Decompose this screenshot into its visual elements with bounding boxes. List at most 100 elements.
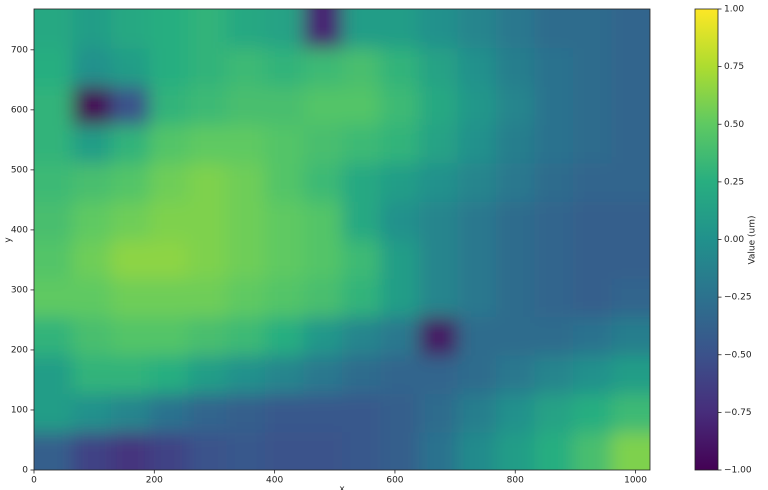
heatmap-cell: [342, 47, 382, 87]
heatmap-cell: [72, 124, 112, 164]
heatmap-cell: [611, 47, 650, 87]
heatmap-cell: [34, 124, 74, 164]
heatmap-cell: [111, 239, 151, 279]
heatmap-cell: [111, 393, 151, 433]
heatmap-cell: [265, 354, 305, 394]
heatmap-cell: [419, 316, 459, 356]
heatmap-cell: [419, 9, 459, 49]
heatmap-cell: [303, 239, 343, 279]
colorbar-tick-label: 1.00: [724, 5, 744, 15]
heatmap-cell: [188, 316, 228, 356]
heatmap-cell: [457, 393, 497, 433]
heatmap-cell: [573, 277, 613, 318]
heatmap-cell: [342, 354, 382, 394]
heatmap-cell: [265, 277, 305, 318]
heatmap-cell: [573, 316, 613, 356]
heatmap-cell: [34, 85, 74, 126]
heatmap-cell: [342, 85, 382, 126]
heatmap-cell: [149, 239, 189, 279]
x-axis-label: x: [339, 485, 345, 490]
colorbar-label: Value (um): [748, 215, 758, 264]
heatmap-cell: [380, 431, 420, 470]
heatmap-cell: [534, 201, 574, 241]
heatmap-cell: [611, 277, 650, 318]
heatmap-cell: [149, 124, 189, 164]
heatmap-cell: [611, 316, 650, 356]
heatmap-cell: [534, 85, 574, 126]
x-tick-label: 600: [386, 476, 403, 486]
heatmap-cell: [380, 162, 420, 202]
colorbar-tick-label: −0.25: [724, 293, 752, 303]
heatmap-cell: [573, 47, 613, 87]
heatmap-cell: [380, 316, 420, 356]
heatmap-cell: [34, 277, 74, 318]
heatmap-cell: [573, 9, 613, 49]
heatmap-cell: [457, 9, 497, 49]
heatmap-cell: [111, 47, 151, 87]
colorbar-tick-label: −1.00: [724, 466, 752, 476]
heatmap-cell: [342, 393, 382, 433]
heatmap-cell: [226, 124, 266, 164]
heatmap-cell: [419, 85, 459, 126]
heatmap-cell: [496, 316, 536, 356]
heatmap-cell: [534, 9, 574, 49]
heatmap-cell: [72, 316, 112, 356]
heatmap-cell: [573, 85, 613, 126]
heatmap-cell: [611, 124, 650, 164]
heatmap-cell: [342, 9, 382, 49]
heatmap-cell: [419, 162, 459, 202]
heatmap-cell: [457, 124, 497, 164]
heatmap-cell: [303, 9, 343, 49]
heatmap-cell: [534, 277, 574, 318]
heatmap-cell: [111, 85, 151, 126]
heatmap-cell: [534, 239, 574, 279]
x-tick-label: 200: [146, 476, 163, 486]
heatmap-cell: [380, 277, 420, 318]
colorbar: [694, 8, 719, 471]
heatmap-cell: [188, 354, 228, 394]
heatmap-cell: [573, 431, 613, 470]
heatmap-cell: [534, 316, 574, 356]
heatmap-cell: [457, 201, 497, 241]
heatmap-cell: [34, 201, 74, 241]
heatmap-cell: [419, 431, 459, 470]
heatmap-cell: [573, 354, 613, 394]
heatmap-cell: [226, 277, 266, 318]
heatmap-cell: [611, 431, 650, 470]
heatmap-cell: [149, 354, 189, 394]
heatmap-cell: [226, 431, 266, 470]
heatmap-cell: [573, 162, 613, 202]
heatmap-cell: [149, 47, 189, 87]
heatmap-cell: [496, 393, 536, 433]
heatmap-cell: [342, 277, 382, 318]
heatmap-cell: [534, 124, 574, 164]
heatmap-cell: [611, 201, 650, 241]
heatmap-cell: [380, 239, 420, 279]
heatmap-cell: [149, 85, 189, 126]
heatmap-cell: [72, 201, 112, 241]
heatmap-cell: [496, 431, 536, 470]
heatmap-cell: [34, 354, 74, 394]
heatmap-cell: [457, 47, 497, 87]
heatmap-cell: [611, 354, 650, 394]
heatmap-cell: [34, 316, 74, 356]
heatmap-cell: [342, 162, 382, 202]
heatmap-cell: [419, 201, 459, 241]
heatmap-cell: [496, 239, 536, 279]
heatmap-cell: [303, 393, 343, 433]
x-tick-label: 0: [31, 476, 37, 486]
y-tick-label: 0: [22, 466, 28, 476]
heatmap-cell: [188, 393, 228, 433]
heatmap-cell: [226, 47, 266, 87]
heatmap-cell: [226, 201, 266, 241]
y-tick-label: 500: [11, 165, 28, 175]
heatmap-cell: [534, 354, 574, 394]
heatmap-cell: [226, 393, 266, 433]
heatmap-cell: [303, 124, 343, 164]
y-tick-label: 200: [11, 345, 28, 355]
colorbar-tick-label: 0.50: [724, 120, 744, 130]
heatmap-cell: [380, 354, 420, 394]
heatmap-cell: [303, 316, 343, 356]
heatmap-cell: [611, 239, 650, 279]
heatmap-cell: [34, 431, 74, 470]
